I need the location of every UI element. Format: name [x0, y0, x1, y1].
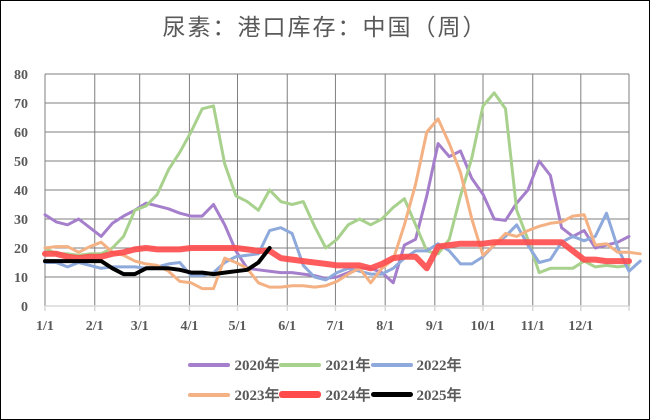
legend-item-2020: 2020年 [188, 354, 279, 375]
legend-swatch-2022 [370, 362, 413, 367]
series-line-2025 [43, 246, 272, 277]
y-axis: 0 10 20 30 40 50 60 70 80 [14, 68, 28, 315]
x-tick-label: 11/1 [521, 319, 545, 334]
legend-item-2022: 2022年 [370, 354, 462, 375]
chart-title: 尿素：港口库存：中国（周） [162, 15, 488, 41]
x-tick-label: 12/1 [568, 319, 593, 334]
legend-row-1: 2020年 2021年 2022年 [0, 354, 650, 375]
x-tick-label: 8/1 [376, 319, 394, 334]
x-tick-label: 10/1 [471, 319, 496, 334]
y-tick-label: 50 [14, 155, 28, 170]
x-tick-label: 5/1 [229, 319, 247, 334]
x-tick-label: 4/1 [180, 319, 198, 334]
x-tick-label: 9/1 [426, 319, 444, 334]
series-line-2020 [43, 142, 631, 285]
legend-item-2023: 2023年 [188, 384, 279, 405]
x-tick-label: 7/1 [326, 319, 344, 334]
legend-swatch-2025 [370, 392, 413, 397]
legend-item-2025: 2025年 [370, 384, 462, 405]
series-line-2023 [43, 117, 642, 291]
legend-label-2024: 2024年 [325, 388, 371, 404]
x-tick-label: 1/1 [36, 319, 54, 334]
x-tick-label: 2/1 [86, 319, 104, 334]
legend-item-2024: 2024年 [279, 384, 371, 405]
y-tick-label: 40 [14, 184, 28, 199]
y-tick-label: 20 [14, 242, 28, 257]
series-line-2024 [42, 239, 632, 272]
x-tick-label: 6/1 [278, 319, 296, 334]
legend-label-2020: 2020年 [234, 358, 280, 374]
legend-label-2021: 2021年 [325, 358, 371, 374]
legend-item-2021: 2021年 [279, 354, 371, 375]
y-tick-label: 0 [21, 300, 28, 315]
x-tick-label: 3/1 [131, 319, 149, 334]
x-axis: 1/1 2/1 3/1 4/1 5/1 6/1 7/1 8/1 9/1 10/1 11/1 12/1 [36, 319, 593, 334]
y-tick-label: 80 [14, 68, 28, 83]
legend-row-2: 2023年 2024年 2025年 [0, 384, 650, 405]
legend-label-2022: 2022年 [416, 358, 462, 374]
legend-swatch-2020 [188, 362, 231, 367]
y-tick-label: 70 [14, 97, 28, 112]
legend-swatch-2021 [279, 362, 322, 367]
y-tick-label: 10 [14, 271, 28, 286]
legend-label-2025: 2025年 [416, 388, 462, 404]
legend-swatch-2024 [279, 391, 322, 398]
series-line-2021 [43, 91, 631, 275]
legend-label-2023: 2023年 [234, 388, 280, 404]
y-tick-label: 30 [14, 213, 28, 228]
y-tick-label: 60 [14, 126, 28, 141]
series-group [42, 91, 642, 291]
legend-swatch-2023 [188, 392, 231, 397]
